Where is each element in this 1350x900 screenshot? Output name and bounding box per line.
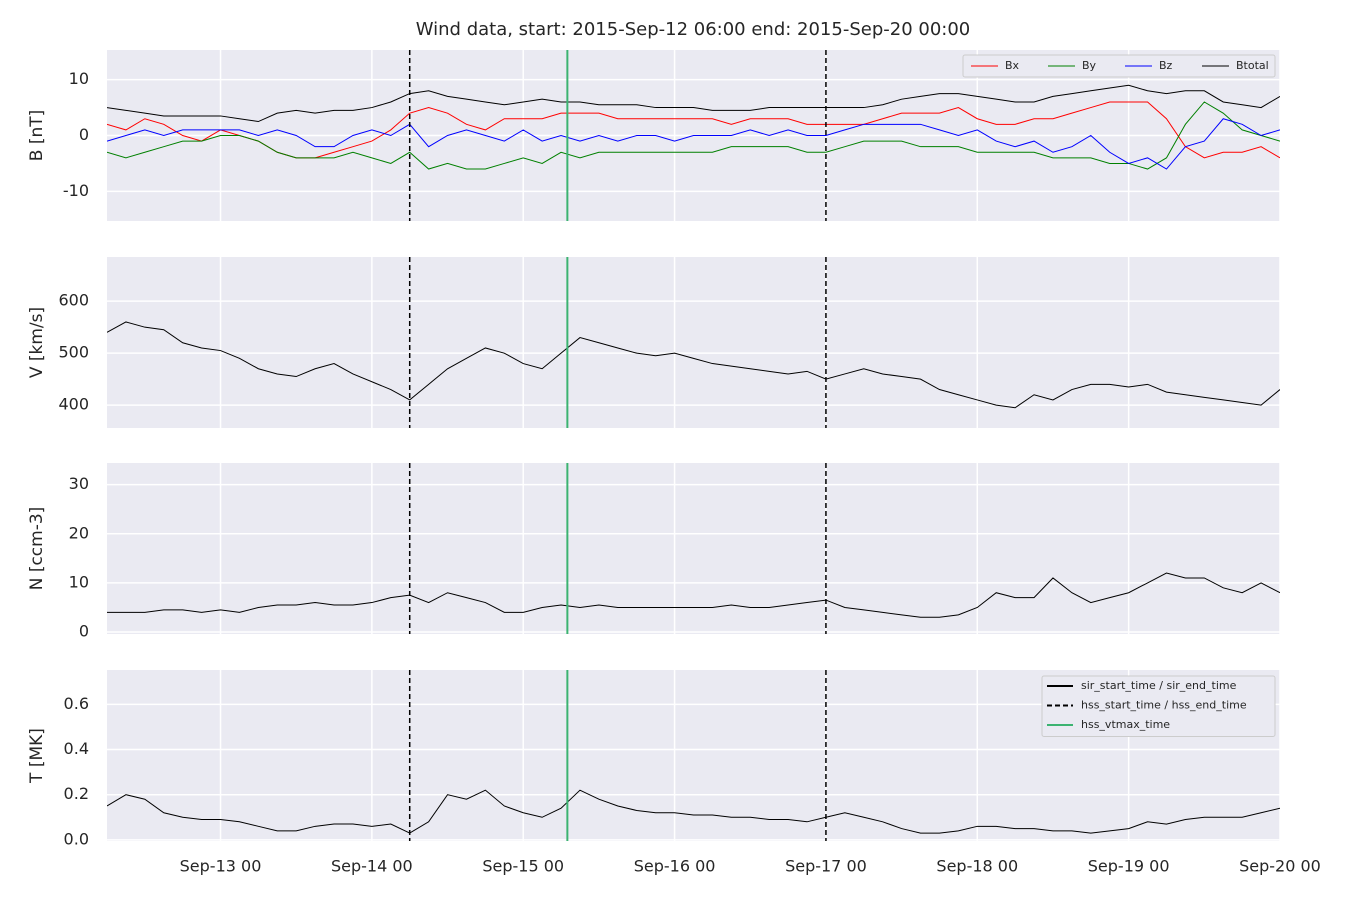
legend-label: By xyxy=(1082,59,1097,72)
y-tick-label: 0.6 xyxy=(64,694,89,713)
x-tick-label: Sep-18 00 xyxy=(936,857,1018,876)
legend-label: Btotal xyxy=(1236,59,1269,72)
y-tick-label: -10 xyxy=(63,181,89,200)
x-tick-label: Sep-19 00 xyxy=(1088,857,1170,876)
x-tick-label: Sep-15 00 xyxy=(482,857,564,876)
x-tick-label: Sep-16 00 xyxy=(634,857,716,876)
data-line xyxy=(107,789,1280,834)
series-group xyxy=(107,321,1280,409)
legend-label: hss_start_time / hss_end_time xyxy=(1081,699,1247,712)
y-tick-label: 600 xyxy=(58,291,89,310)
legend-label: Bx xyxy=(1005,59,1020,72)
plot-background xyxy=(107,463,1280,634)
data-line xyxy=(107,572,1280,618)
y-tick-label: 0 xyxy=(79,622,89,641)
series-group xyxy=(107,572,1280,618)
x-tick-label: Sep-13 00 xyxy=(180,857,262,876)
data-line xyxy=(107,101,1280,170)
y-tick-label: 400 xyxy=(58,395,89,414)
y-axis-label: V [km/s] xyxy=(27,307,47,378)
data-line xyxy=(107,321,1280,409)
y-axis-label: T [MK] xyxy=(27,728,47,784)
y-tick-label: 0 xyxy=(79,125,89,144)
legend-label: hss_vtmax_time xyxy=(1081,718,1170,731)
legend-box xyxy=(1041,675,1276,737)
series-group xyxy=(107,84,1280,170)
y-tick-label: 10 xyxy=(69,572,89,591)
legend-box xyxy=(962,54,1276,78)
y-axis-label: B [nT] xyxy=(27,110,47,162)
plot-background xyxy=(107,257,1280,428)
y-tick-label: 0.4 xyxy=(64,739,89,758)
y-axis-label: N [ccm-3] xyxy=(27,507,47,591)
x-tick-label: Sep-20 00 xyxy=(1239,857,1321,876)
chart-title: Wind data, start: 2015-Sep-12 06:00 end:… xyxy=(416,19,971,40)
data-line xyxy=(107,118,1280,170)
y-tick-label: 0.2 xyxy=(64,784,89,803)
y-tick-label: 30 xyxy=(69,474,89,493)
y-tick-label: 0.0 xyxy=(64,829,89,848)
y-tick-label: 500 xyxy=(58,343,89,362)
x-tick-label: Sep-17 00 xyxy=(785,857,867,876)
legend-label: sir_start_time / sir_end_time xyxy=(1081,679,1237,692)
data-line xyxy=(107,84,1280,123)
x-tick-label: Sep-14 00 xyxy=(331,857,413,876)
y-tick-label: 20 xyxy=(69,523,89,542)
legend-label: Bz xyxy=(1159,59,1173,72)
y-tick-label: 10 xyxy=(69,69,89,88)
series-group xyxy=(107,789,1280,834)
